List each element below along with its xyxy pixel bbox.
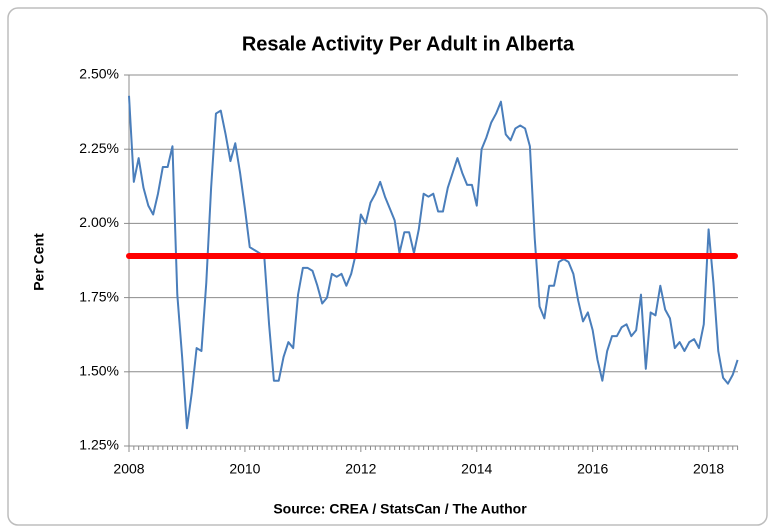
chart-frame: [7, 7, 768, 526]
y-tick-label: 2.25%: [79, 140, 119, 156]
y-axis-label: Per Cent: [31, 233, 47, 291]
source-note: Source: CREA / StatsCan / The Author: [273, 501, 527, 517]
y-tick-label: 1.75%: [79, 288, 119, 304]
y-tick-label: 2.50%: [79, 66, 119, 82]
x-tick-label: 2014: [461, 461, 492, 477]
data-line: [128, 95, 739, 430]
x-tick-label: 2012: [345, 461, 376, 477]
x-tick-label: 2016: [577, 461, 608, 477]
x-tick-label: 2010: [229, 461, 260, 477]
y-tick-label: 1.25%: [79, 437, 119, 453]
chart-title: Resale Activity Per Adult in Alberta: [242, 33, 575, 55]
y-tick-label: 1.50%: [79, 363, 119, 379]
x-tick-label: 2008: [113, 461, 144, 477]
x-tick-label: 2018: [693, 461, 724, 477]
y-tick-label: 2.00%: [79, 214, 119, 230]
